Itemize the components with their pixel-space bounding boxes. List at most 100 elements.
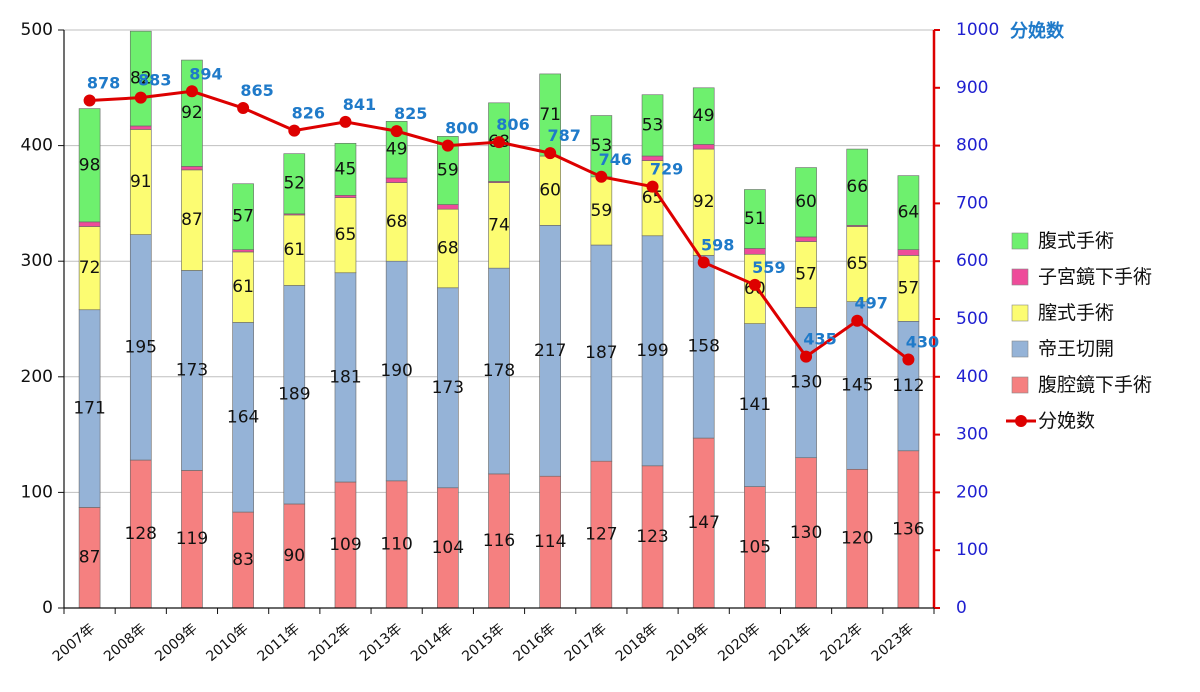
bar-segment	[283, 153, 306, 215]
bar-value-label: 136	[892, 519, 924, 539]
bar-value-label: 127	[585, 525, 617, 545]
bar-value-label: 64	[898, 203, 920, 223]
bar-value-label: 57	[232, 207, 254, 227]
bar-value-label: 59	[591, 201, 613, 221]
bar-value-label: 57	[795, 264, 817, 284]
bar-value-label: 141	[739, 395, 771, 415]
bar-segment	[78, 108, 101, 223]
bar-value-label: 147	[687, 513, 719, 533]
bar-value-label: 195	[125, 337, 157, 357]
bar-value-label: 130	[790, 523, 822, 543]
bar-value-label: 57	[898, 278, 920, 298]
bar-segment	[744, 248, 766, 255]
bar-value-label: 104	[432, 538, 464, 558]
bar-value-label: 91	[130, 172, 152, 192]
bar-value-label: 87	[79, 548, 101, 568]
bar-value-label: 51	[744, 209, 766, 229]
bar-value-label: 74	[488, 215, 510, 235]
x-tick-label: 2020年	[715, 621, 763, 665]
bar-segment	[795, 167, 817, 238]
delivery-line-point	[441, 139, 454, 152]
bar-segment	[897, 249, 920, 256]
delivery-line-point	[185, 85, 198, 98]
delivery-line-label: 787	[547, 126, 580, 145]
bar-value-label: 105	[739, 537, 771, 557]
bar-value-label: 49	[386, 140, 408, 160]
x-tick-label: 2008年	[101, 621, 149, 665]
bar-value-label: 114	[534, 532, 566, 552]
x-tick-label: 2015年	[459, 621, 507, 665]
delivery-line-label: 806	[496, 115, 529, 134]
bar-value-label: 65	[335, 225, 357, 245]
x-tick-label: 2016年	[510, 621, 558, 665]
bar-value-label: 52	[283, 174, 305, 194]
legend-label: 子宮鏡下手術	[1038, 266, 1152, 288]
bar-segment	[744, 189, 766, 249]
delivery-line-label: 430	[906, 332, 939, 351]
legend-label: 分娩数	[1038, 410, 1095, 432]
x-tick-label: 2007年	[50, 621, 98, 665]
bar-segment	[437, 204, 459, 210]
legend-marker	[1015, 415, 1027, 427]
bar-segment	[232, 249, 254, 253]
bar-value-label: 190	[380, 361, 412, 381]
bar-value-label: 164	[227, 407, 259, 427]
y-left-tick-label: 300	[21, 251, 53, 271]
y-left-tick-label: 100	[21, 482, 53, 502]
x-tick-label: 2012年	[306, 621, 354, 665]
legend-swatch	[1011, 268, 1029, 286]
y-right-tick-label: 1000	[956, 20, 999, 40]
bar-value-label: 128	[125, 524, 157, 544]
y-right-tick-label: 700	[956, 193, 988, 213]
bar-value-label: 120	[841, 529, 873, 549]
delivery-line-point	[595, 170, 608, 183]
bar-segment	[692, 87, 715, 145]
delivery-line-label: 746	[599, 150, 632, 169]
bar-value-label: 61	[232, 277, 254, 297]
bar-value-label: 92	[693, 192, 715, 212]
delivery-line-point	[288, 124, 301, 137]
y-left-tick-label: 400	[21, 136, 53, 156]
delivery-line-point	[339, 115, 352, 128]
y-left-tick-label: 0	[42, 598, 53, 618]
bar-value-label: 145	[841, 375, 873, 395]
bar-value-label: 53	[591, 136, 613, 156]
bar-value-label: 178	[483, 361, 515, 381]
delivery-line-point	[697, 256, 710, 269]
bar-segment	[129, 30, 152, 127]
delivery-line-label: 878	[87, 74, 120, 93]
bar-segment	[181, 59, 203, 167]
legend-swatch	[1011, 232, 1029, 250]
legend-label: 腹腔鏡下手術	[1038, 374, 1152, 396]
delivery-line-label: 894	[189, 64, 222, 83]
bar-segment	[181, 166, 203, 171]
bar-segment	[232, 183, 254, 250]
bar-value-label: 199	[636, 341, 668, 361]
y-right-tick-label: 300	[956, 425, 988, 445]
y-left-tick-label: 500	[21, 20, 53, 40]
bar-value-label: 112	[892, 376, 924, 396]
legend-swatch	[1011, 340, 1029, 358]
bar-segment	[795, 236, 817, 242]
delivery-line: 878 883 894 865 826 841 825 800 806 787 746 729 598 5…	[83, 64, 939, 366]
x-tick-label: 2013年	[357, 621, 405, 665]
delivery-line-point	[646, 180, 659, 193]
y-right-tick-label: 800	[956, 136, 988, 156]
delivery-line-point	[748, 278, 761, 291]
bar-segment	[129, 125, 152, 130]
y-right-tick-label: 600	[956, 251, 988, 271]
bar-value-label: 173	[176, 360, 208, 380]
delivery-line-point	[902, 353, 915, 366]
y-left-tick-label: 200	[21, 367, 53, 387]
bar-segment	[641, 94, 664, 157]
y-right-tick-label: 100	[956, 540, 988, 560]
y-right-axis-title: 分娩数	[1010, 20, 1065, 42]
bar-segment	[78, 221, 101, 227]
bar-value-label: 119	[176, 529, 208, 549]
bar-segment	[437, 136, 459, 205]
bar-value-label: 98	[79, 155, 101, 175]
delivery-line-point	[83, 94, 96, 107]
